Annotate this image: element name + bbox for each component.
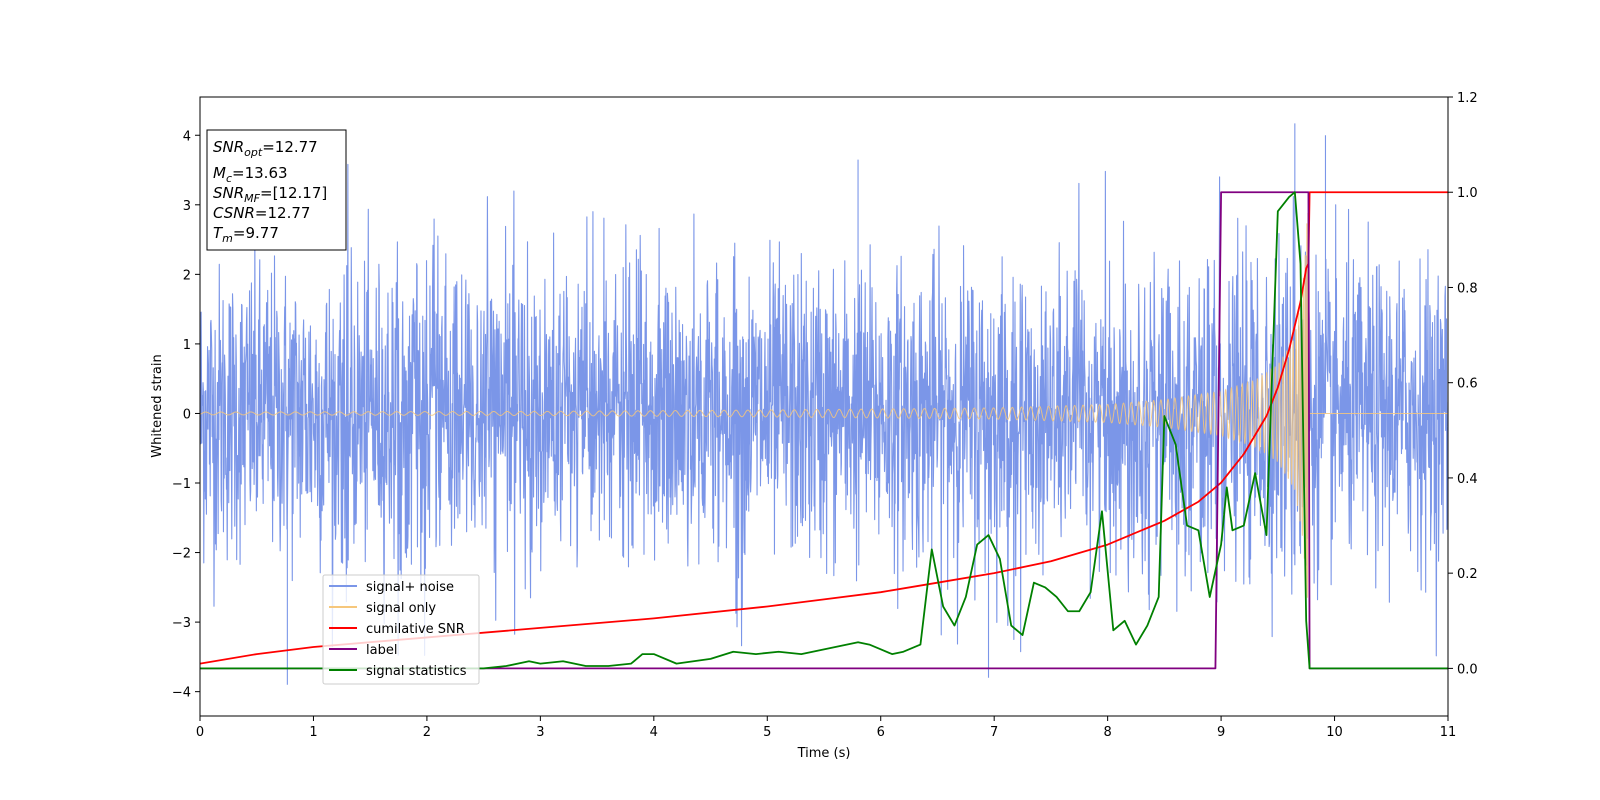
y-tick-label-2: −2 (172, 547, 191, 562)
plot-frame (199, 96, 1449, 717)
x-tick-label-9: 9 (1217, 725, 1225, 740)
signal-noise-line (200, 123, 1448, 685)
x-tick-label-0: 0 (196, 725, 204, 740)
x-tick-label-5: 5 (763, 725, 771, 740)
y2-tick-label-5: 1.0 (1457, 186, 1478, 201)
x-tick-label-1: 1 (309, 725, 317, 740)
info-csnr: CSNR=12.77 (213, 204, 310, 222)
info-tm-sub: m (222, 232, 233, 245)
y-axis-left: −4 −3 −2 −1 0 1 2 3 4 (172, 129, 200, 701)
legend-label-signal-statistics: signal statistics (366, 664, 467, 679)
info-box: SNRopt=12.77 Mc=13.63 SNRMF=[12.17] CSNR… (206, 129, 347, 251)
y-tick-label-0: −4 (172, 686, 191, 701)
y-tick-label-4: 0 (183, 407, 191, 422)
y-tick-label-8: 4 (183, 129, 191, 144)
info-csnr-value: =12.77 (255, 204, 311, 222)
info-snr-mf-sub: MF (244, 192, 260, 205)
x-tick-label-8: 8 (1103, 725, 1111, 740)
x-tick-label-4: 4 (650, 725, 658, 740)
y2-tick-label-6: 1.2 (1457, 91, 1478, 106)
info-mc-value: =13.63 (232, 164, 288, 182)
y2-tick-label-1: 0.2 (1457, 567, 1478, 582)
x-tick-label-2: 2 (423, 725, 431, 740)
x-tick-label-11: 11 (1440, 725, 1457, 740)
info-tm: Tm=9.77 (213, 224, 279, 245)
y2-tick-label-3: 0.6 (1457, 377, 1478, 392)
legend-label-signal-only: signal only (366, 601, 436, 616)
y-tick-label-5: 1 (183, 338, 191, 353)
info-snr-mf-base: SNR (213, 184, 244, 202)
y-tick-label-1: −3 (172, 616, 191, 631)
y-tick-label-7: 3 (183, 199, 191, 214)
info-snr-opt-sub: opt (244, 146, 263, 159)
info-snr-mf: SNRMF=[12.17] (213, 184, 327, 205)
info-tm-value: =9.77 (233, 224, 279, 242)
y-tick-label-6: 2 (183, 268, 191, 283)
info-snr-opt-value: =12.77 (262, 138, 318, 156)
series-signal-only (200, 212, 1448, 598)
info-snr-mf-value: =[12.17] (260, 184, 327, 202)
x-tick-label-7: 7 (990, 725, 998, 740)
y-axis-right: 0.0 0.2 0.4 0.6 0.8 1.0 1.2 (1448, 91, 1478, 677)
legend-frame (322, 574, 480, 685)
signal-only-line (200, 212, 1448, 598)
y2-tick-label-4: 0.8 (1457, 281, 1478, 296)
info-snr-opt: SNRopt=12.77 (213, 138, 318, 159)
x-axis-label: Time (s) (797, 746, 851, 761)
x-axis: 0 1 2 3 4 5 6 7 8 9 10 11 (196, 716, 1456, 740)
plot-area (200, 123, 1448, 685)
info-mc: Mc=13.63 (213, 164, 288, 185)
y-tick-label-3: −1 (172, 477, 191, 492)
y-axis-label: Whitened strain (150, 354, 165, 457)
y2-tick-label-0: 0.0 (1457, 662, 1478, 677)
series-signal-noise (200, 123, 1448, 685)
y2-tick-label-2: 0.4 (1457, 472, 1478, 487)
series-signal-statistics (200, 191, 1448, 670)
info-tm-base: T (213, 224, 224, 242)
legend-label-label: label (366, 643, 397, 658)
info-mc-base: M (213, 164, 226, 182)
info-snr-opt-base: SNR (213, 138, 244, 156)
legend: signal+ noise signal only cumilative SNR… (322, 574, 480, 685)
info-mc-sub: c (226, 172, 232, 185)
x-tick-label-3: 3 (536, 725, 544, 740)
signal-statistics-line (200, 191, 1448, 670)
x-tick-label-10: 10 (1326, 725, 1343, 740)
legend-label-signal-noise: signal+ noise (366, 580, 454, 595)
info-csnr-base: CSNR (213, 204, 255, 222)
info-box-frame (206, 129, 347, 251)
legend-label-cumilative-snr: cumilative SNR (366, 622, 465, 637)
x-tick-label-6: 6 (877, 725, 885, 740)
